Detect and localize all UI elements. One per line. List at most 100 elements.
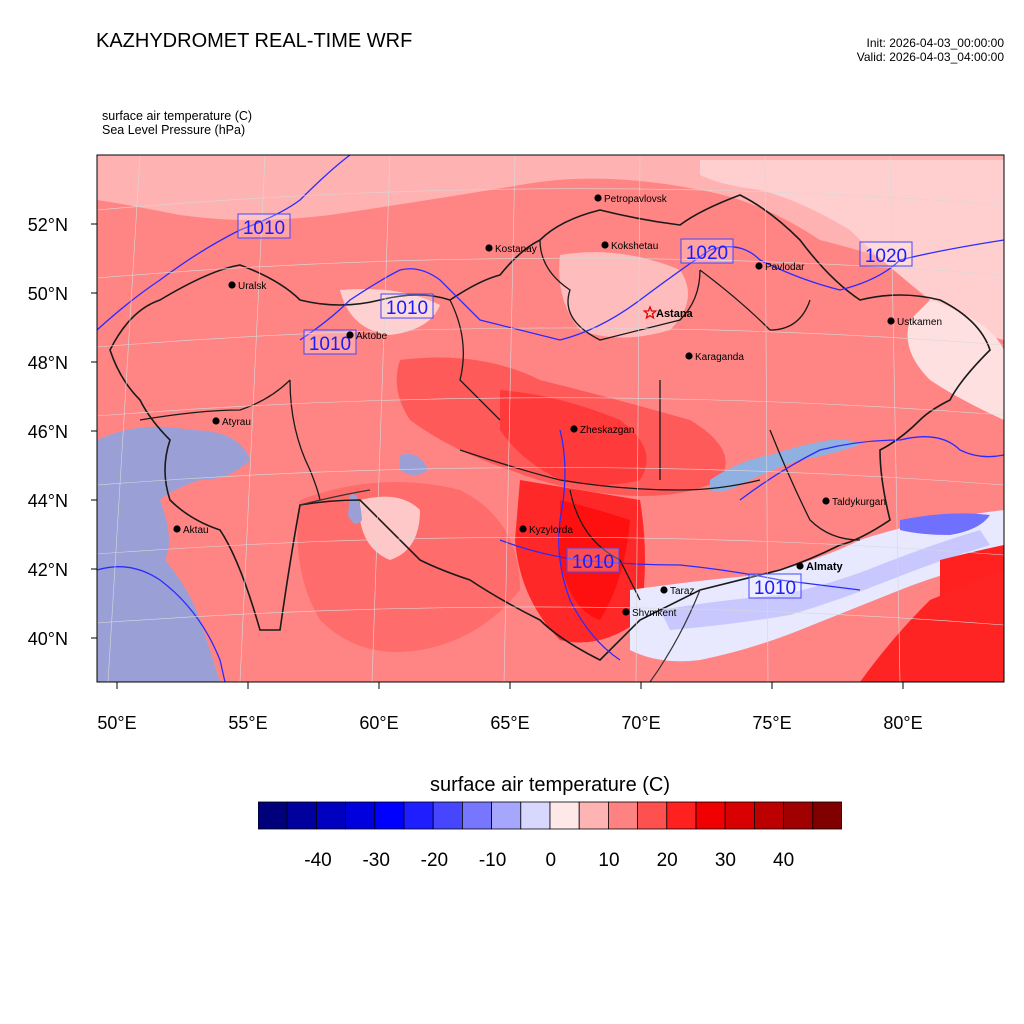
city-dot-icon	[594, 194, 602, 202]
colorbar-swatch	[491, 801, 522, 830]
colorbar-swatch	[316, 801, 347, 830]
longitude-label: 60°E	[359, 713, 398, 733]
latitude-labels: 52°N 50°N 48°N 46°N 44°N 42°N 40°N	[28, 215, 68, 649]
latitude-label: 40°N	[28, 629, 68, 649]
city-label: Atyrau	[222, 417, 251, 428]
colorbar-swatch	[258, 801, 288, 830]
colorbar-swatch	[753, 801, 784, 830]
colorbar-swatch	[695, 801, 726, 830]
isobar-label-box	[237, 213, 291, 239]
map-title: KAZHYDROMET REAL-TIME WRF	[96, 30, 413, 52]
colorbar-swatch	[724, 801, 755, 830]
field-legend: surface air temperature (C) Sea Level Pr…	[102, 109, 252, 137]
city-dot-icon	[685, 352, 693, 360]
colorbar-label: -10	[478, 850, 507, 871]
city-label: Ustkamen	[897, 317, 942, 328]
city-label: Taraz	[670, 586, 694, 597]
isobar-label: 1020	[686, 243, 728, 264]
pressure-isobars	[97, 155, 1004, 682]
init-time: Init: 2026-04-03_00:00:00	[866, 36, 1004, 50]
longitude-labels: 50°E 55°E 60°E 65°E 70°E 75°E 80°E	[97, 713, 922, 733]
colorbar-label: -30	[362, 850, 390, 871]
colorbar-swatch	[374, 801, 405, 830]
isobar-label-box	[859, 241, 913, 267]
city-label: Taldykurgan	[832, 497, 886, 508]
city-dot-icon	[485, 244, 493, 252]
city-label: Uralsk	[238, 281, 267, 292]
graticule	[97, 155, 1004, 682]
latitude-label: 48°N	[28, 353, 68, 373]
city-dot-icon	[519, 525, 527, 533]
colorbar-label: -40	[304, 850, 332, 871]
city-label: Zheskazgan	[580, 425, 634, 436]
isobar-label-box	[680, 238, 734, 264]
city-dot-icon	[228, 281, 236, 289]
colorbar-label: 10	[598, 850, 620, 871]
borders	[109, 194, 991, 682]
longitude-label: 75°E	[752, 713, 791, 733]
city-dot-icon	[887, 317, 895, 325]
city-label: Astana	[656, 308, 694, 320]
longitude-label: 50°E	[97, 713, 136, 733]
colorbar-label: -20	[420, 850, 449, 871]
colorbar	[258, 801, 842, 830]
isobar-label: 1010	[243, 218, 285, 239]
colorbar-label: 0	[545, 850, 557, 871]
longitude-label: 55°E	[228, 713, 267, 733]
city-label: Almaty	[806, 561, 844, 573]
temperature-field	[97, 155, 1004, 682]
isobar-label: 1010	[572, 552, 614, 573]
isobar-label: 1010	[309, 334, 351, 355]
isobar-label-box	[748, 573, 802, 599]
city-label: Petropavlovsk	[604, 194, 668, 205]
city-dot-icon	[173, 525, 181, 533]
isobar-label: 1020	[865, 246, 907, 267]
city-dot-icon	[796, 562, 804, 570]
colorbar-label: 20	[656, 850, 678, 871]
city-dot-icon	[601, 241, 609, 249]
axis-ticks	[91, 223, 904, 689]
latitude-label: 52°N	[28, 215, 68, 235]
colorbar-swatch	[783, 801, 814, 830]
isobar-label: 1010	[754, 578, 796, 599]
colorbar-swatch	[637, 801, 668, 830]
capital-star-icon	[642, 305, 658, 320]
colorbar-swatch	[403, 801, 434, 830]
longitude-label: 80°E	[883, 713, 922, 733]
colorbar-swatch	[432, 801, 463, 830]
city-dot-icon	[346, 331, 354, 339]
longitude-label: 70°E	[621, 713, 660, 733]
isobar-label: 1010	[386, 298, 428, 319]
colorbar-swatch	[286, 801, 317, 830]
colorbar-title: surface air temperature (C)	[429, 774, 671, 796]
city-label: Karaganda	[695, 352, 744, 363]
colorbar-swatch	[461, 801, 492, 830]
city-label: Kyzylorda	[529, 525, 573, 536]
colorbar-swatch	[666, 801, 697, 830]
city-dot-icon	[570, 425, 578, 433]
colorbar-swatch	[520, 801, 551, 830]
isobar-label-box	[380, 293, 434, 319]
city-dot-icon	[755, 262, 763, 270]
city-dot-icon	[622, 608, 630, 616]
field-temperature-label: surface air temperature (C)	[102, 109, 253, 123]
city-markers: Petropavlovsk Kostanay Kokshetau Pavlodar Ur…	[173, 194, 942, 619]
city-label: Aktau	[183, 525, 209, 536]
city-label: Shymkent	[632, 608, 677, 619]
valid-time: Valid: 2026-04-03_04:00:00	[856, 50, 1004, 64]
colorbar-swatch	[549, 801, 580, 830]
field-pressure-label: Sea Level Pressure (hPa)	[102, 123, 246, 137]
colorbar-swatch	[345, 801, 376, 830]
colorbar-label: 30	[714, 850, 736, 871]
latitude-label: 50°N	[28, 284, 68, 304]
latitude-label: 42°N	[28, 560, 68, 580]
latitude-label: 44°N	[28, 491, 68, 511]
longitude-label: 65°E	[490, 713, 529, 733]
run-info: Init: 2026-04-03_00:00:00 Valid: 2026-04…	[857, 36, 1004, 64]
colorbar-label: 40	[773, 850, 795, 871]
colorbar-swatch	[812, 801, 842, 830]
city-dot-icon	[660, 586, 668, 594]
city-dot-icon	[822, 497, 830, 505]
city-label: Aktobe	[356, 331, 388, 342]
